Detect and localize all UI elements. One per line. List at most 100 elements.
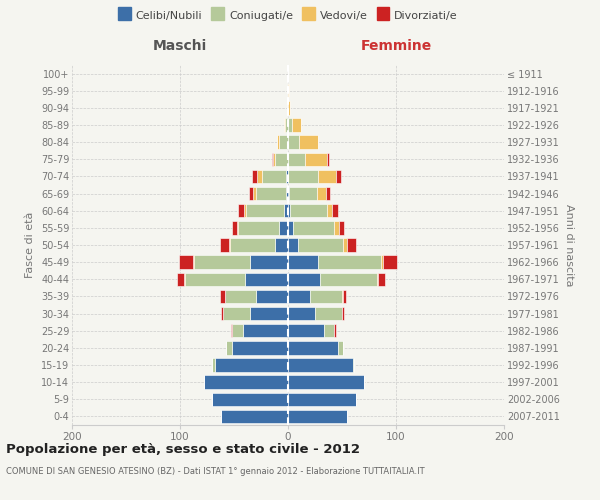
Bar xyxy=(280,136,288,149)
Bar xyxy=(275,152,288,166)
Bar xyxy=(229,238,230,252)
Bar xyxy=(230,238,275,252)
Bar xyxy=(327,204,332,218)
Bar xyxy=(273,152,275,166)
Bar xyxy=(249,187,253,200)
Bar xyxy=(215,358,288,372)
Bar xyxy=(288,324,323,338)
Bar xyxy=(288,238,298,252)
Bar xyxy=(237,221,238,234)
Bar xyxy=(212,392,288,406)
Bar xyxy=(288,136,299,149)
Bar xyxy=(185,272,245,286)
Bar xyxy=(288,101,290,114)
Text: COMUNE DI SAN GENESIO ATESINO (BZ) - Dati ISTAT 1° gennaio 2012 - Elaborazione T: COMUNE DI SAN GENESIO ATESINO (BZ) - Dat… xyxy=(6,468,425,476)
Text: Femmine: Femmine xyxy=(361,39,431,53)
Bar xyxy=(245,272,288,286)
Bar xyxy=(262,170,286,183)
Bar xyxy=(288,341,338,354)
Bar xyxy=(223,307,250,320)
Bar xyxy=(288,410,347,423)
Bar xyxy=(288,118,292,132)
Bar xyxy=(288,170,318,183)
Bar xyxy=(326,187,330,200)
Bar xyxy=(288,187,289,200)
Bar xyxy=(285,118,288,132)
Bar xyxy=(232,221,237,234)
Bar xyxy=(288,256,318,269)
Bar xyxy=(334,324,335,338)
Bar xyxy=(323,324,334,338)
Bar xyxy=(220,290,226,303)
Bar xyxy=(342,307,344,320)
Bar xyxy=(318,256,381,269)
Bar xyxy=(288,392,356,406)
Bar xyxy=(288,358,353,372)
Bar xyxy=(292,118,301,132)
Bar xyxy=(290,204,327,218)
Bar xyxy=(184,272,185,286)
Bar xyxy=(315,307,342,320)
Bar xyxy=(212,358,215,372)
Bar xyxy=(327,152,329,166)
Bar xyxy=(318,170,335,183)
Bar xyxy=(288,290,310,303)
Bar xyxy=(334,221,339,234)
Bar xyxy=(339,221,344,234)
Bar xyxy=(238,221,280,234)
Bar xyxy=(377,272,385,286)
Bar xyxy=(383,256,397,269)
Bar xyxy=(284,204,288,218)
Bar xyxy=(298,238,343,252)
Bar xyxy=(343,290,346,303)
Bar xyxy=(250,307,288,320)
Bar xyxy=(244,204,246,218)
Bar xyxy=(246,204,284,218)
Bar xyxy=(335,170,341,183)
Bar xyxy=(238,204,244,218)
Bar xyxy=(347,238,356,252)
Bar xyxy=(286,170,288,183)
Bar xyxy=(288,272,320,286)
Legend: Celibi/Nubili, Coniugati/e, Vedovi/e, Divorziati/e: Celibi/Nubili, Coniugati/e, Vedovi/e, Di… xyxy=(116,8,460,23)
Bar xyxy=(194,256,250,269)
Bar xyxy=(256,187,286,200)
Bar xyxy=(293,221,334,234)
Bar xyxy=(232,324,242,338)
Bar xyxy=(242,324,288,338)
Bar xyxy=(179,256,193,269)
Bar xyxy=(275,238,288,252)
Text: Popolazione per età, sesso e stato civile - 2012: Popolazione per età, sesso e stato civil… xyxy=(6,442,360,456)
Bar xyxy=(221,410,288,423)
Bar xyxy=(343,238,347,252)
Bar xyxy=(253,170,257,183)
Bar xyxy=(226,290,256,303)
Bar xyxy=(288,221,293,234)
Bar xyxy=(332,204,338,218)
Bar xyxy=(317,187,326,200)
Y-axis label: Fasce di età: Fasce di età xyxy=(25,212,35,278)
Bar xyxy=(381,256,383,269)
Bar xyxy=(338,341,343,354)
Bar xyxy=(221,307,223,320)
Bar xyxy=(256,290,288,303)
Bar xyxy=(320,272,377,286)
Bar xyxy=(287,101,288,114)
Text: Maschi: Maschi xyxy=(153,39,207,53)
Bar xyxy=(177,272,184,286)
Bar xyxy=(231,324,232,338)
Bar xyxy=(353,358,354,372)
Bar xyxy=(253,187,256,200)
Bar xyxy=(220,238,229,252)
Bar xyxy=(286,187,288,200)
Bar xyxy=(310,290,342,303)
Bar xyxy=(289,187,317,200)
Bar xyxy=(288,84,289,98)
Bar xyxy=(277,136,280,149)
Bar xyxy=(257,170,262,183)
Bar xyxy=(288,376,364,389)
Bar xyxy=(193,256,194,269)
Bar xyxy=(272,152,273,166)
Bar xyxy=(284,118,285,132)
Bar xyxy=(232,341,288,354)
